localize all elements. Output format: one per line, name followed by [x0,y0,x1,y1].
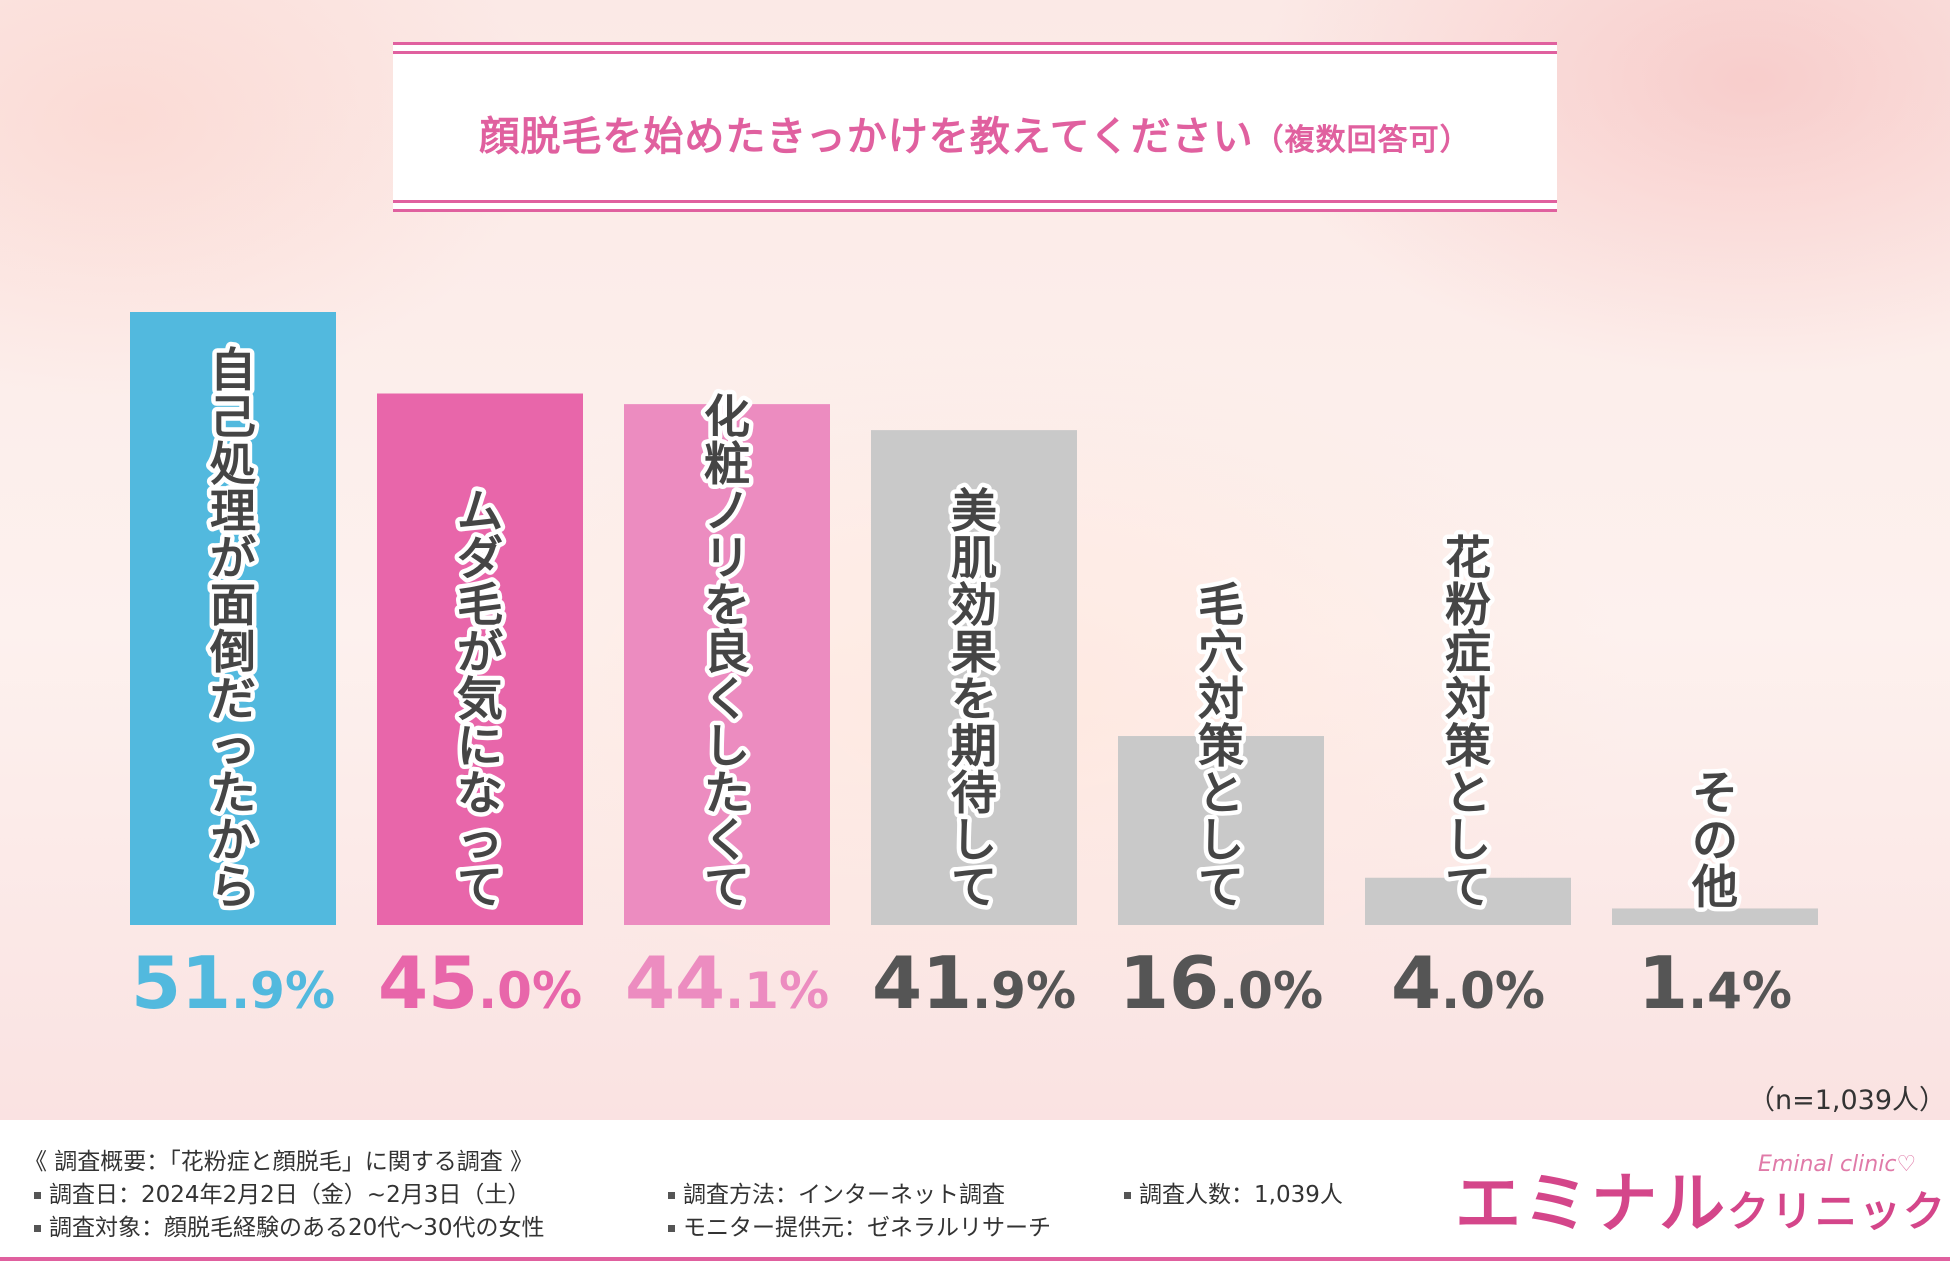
title-top-rule-inner [393,51,1557,54]
survey-heading: 《 調査概要：「花粉症と顔脱毛」に関する調査 》 [24,1149,534,1175]
clinic-logo: エミナルクリニック [1455,1150,1947,1246]
sample-size-note: （n=1,039人） [1748,1085,1947,1116]
category-label-1: 自己処理が面倒だったから [209,343,256,914]
survey-count-item: 調査人数：1,039人 [1124,1175,1343,1209]
value-label-3: 44.1% [625,941,829,1025]
title-main: 顔脱毛を始めたきっかけを教えてください [479,114,1254,160]
bar-4 [871,430,1077,925]
chart-title: 顔脱毛を始めたきっかけを教えてください（複数回答可） [393,104,1557,162]
survey-provider: モニター提供元：ゼネラルリサーチ [683,1215,1051,1241]
title-sub: （複数回答可） [1253,123,1471,158]
survey-target: 調査対象：顔脱毛経験のある20代〜30代の女性 [49,1215,545,1241]
survey-date-item: 調査日：2024年2月2日（金）~2月3日（土） [34,1175,530,1209]
logo-sub-text: クリニック [1727,1187,1948,1236]
value-label-4: 41.9% [872,941,1076,1025]
category-label-5: 毛穴対策として [1198,578,1244,914]
bar-chart: 自己処理が面倒だったから 51.9% ムダ毛が気になって 45.0% 化粧ノリを良くした… [130,312,1818,1025]
title-bottom-rule [393,209,1557,212]
survey-method: 調査方法：インターネット調査 [683,1182,1005,1208]
bullet-icon [34,1225,41,1232]
title-box: 顔脱毛を始めたきっかけを教えてください（複数回答可） [393,42,1557,212]
value-label-1: 51.9% [131,941,335,1025]
category-label-2: ムダ毛が気になって [457,484,503,914]
survey-provider-item: モニター提供元：ゼネラルリサーチ [668,1208,1051,1242]
bullet-icon [668,1192,675,1199]
title-bottom-rule-inner [393,200,1557,203]
title-top-rule [393,42,1557,45]
bar-3 [624,404,830,925]
survey-count: 調査人数：1,039人 [1139,1182,1343,1208]
category-label-6: 花粉症対策として [1445,531,1491,914]
survey-date: 調査日：2024年2月2日（金）~2月3日（土） [49,1182,531,1208]
logo-english: Eminal clinic♡ [1758,1152,1917,1177]
bullet-icon [1124,1192,1131,1199]
bullet-icon [668,1225,675,1232]
value-label-7: 1.4% [1638,941,1792,1025]
value-label-5: 16.0% [1119,941,1323,1025]
bar-6 [1365,877,1571,925]
value-label-6: 4.0% [1391,941,1545,1025]
survey-target-item: 調査対象：顔脱毛経験のある20代〜30代の女性 [34,1208,545,1242]
footer-bottom-rule [0,1257,1950,1261]
category-label-4: 美肌効果を期待して [951,484,997,914]
category-label-7: その他 [1691,766,1738,914]
survey-method-item: 調査方法：インターネット調査 [668,1175,1005,1209]
value-label-2: 45.0% [378,941,582,1025]
category-label-3: 化粧ノリを良くしたくて [704,390,750,914]
bar-1 [130,312,336,925]
bar-2 [377,393,583,926]
bar-5 [1118,736,1324,925]
bullet-icon [34,1192,41,1199]
bar-7 [1612,908,1818,925]
logo-main-text: エミナル [1455,1165,1727,1242]
survey-footer: 《 調査概要：「花粉症と顔脱毛」に関する調査 》 調査日：2024年2月2日（金… [0,1120,1950,1261]
